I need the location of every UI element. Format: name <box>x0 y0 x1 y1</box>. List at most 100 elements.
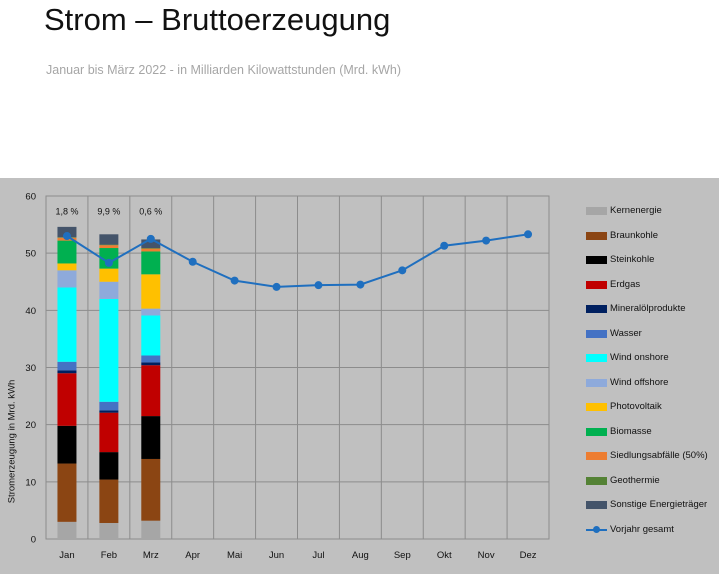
bar-segment <box>141 520 161 539</box>
x-tick-label: Mai <box>227 550 242 561</box>
legend-label: Kernenergie <box>610 205 662 216</box>
vorjahr-point <box>146 234 155 243</box>
legend-swatch <box>586 305 607 313</box>
x-tick-label: Okt <box>437 550 452 561</box>
bar-annotation: 1,8 % <box>55 206 78 216</box>
bar-segment <box>57 270 77 288</box>
bar-segment <box>57 463 77 522</box>
legend-label: Steinkohle <box>610 254 655 265</box>
bar-segment <box>99 412 119 453</box>
bar-segment <box>141 248 161 249</box>
vorjahr-point <box>482 236 491 245</box>
y-tick-label: 20 <box>25 420 36 431</box>
bar-segment <box>57 226 77 238</box>
bar-segment <box>57 373 77 426</box>
legend-swatch <box>586 427 607 436</box>
bar-segment <box>141 308 161 316</box>
bar-segment <box>57 370 77 374</box>
legend-label: Sonstige Energieträger <box>610 499 708 510</box>
x-tick-label: Feb <box>101 550 117 561</box>
y-tick-label: 40 <box>25 306 36 317</box>
legend-label: Vorjahr gesamt <box>610 523 674 535</box>
x-tick-label: Aug <box>352 550 369 561</box>
x-tick-label: Apr <box>185 550 200 561</box>
bar-segment <box>57 521 77 539</box>
legend-label: Photovoltaik <box>610 401 662 412</box>
x-tick-label: Nov <box>478 550 495 561</box>
bar-annotation: 9,9 % <box>97 206 120 216</box>
bar-segment <box>141 274 161 309</box>
legend-label: Siedlungsabfälle (50%) <box>610 450 708 461</box>
bar-segment <box>99 244 119 246</box>
x-tick-label: Jun <box>269 550 284 561</box>
bar-segment <box>99 298 119 402</box>
y-tick-label: 0 <box>31 535 36 546</box>
bar-segment <box>141 251 161 275</box>
vorjahr-point <box>356 280 365 289</box>
legend-label: Geothermie <box>610 474 660 486</box>
bar-segment <box>99 281 119 299</box>
x-tick-label: Sep <box>394 550 411 561</box>
x-tick-label: Jul <box>312 550 324 561</box>
bar-segment <box>99 268 119 282</box>
chart-title: Strom – Bruttoerzeugung <box>44 2 391 37</box>
bar-segment <box>141 458 161 521</box>
bar-segment <box>99 234 119 245</box>
bar-segment <box>141 362 161 366</box>
stacked-bar-chart: 0 10 20 30 40 50 60 Jan Feb Mrz Apr Mai Jun Jul Aug Sep… <box>25 192 550 561</box>
bar-segment <box>141 248 161 252</box>
x-tick-label: Jan <box>59 550 74 561</box>
legend-label: Braunkohle <box>610 229 659 241</box>
vorjahr-point <box>230 276 239 285</box>
y-tick-label: 10 <box>25 477 36 488</box>
bar-segment <box>57 287 77 362</box>
vorjahr-point <box>440 241 449 250</box>
vorjahr-point <box>104 258 113 267</box>
legend-swatch <box>586 452 607 460</box>
legend-label: Mineralölprodukte <box>610 303 686 314</box>
legend-label: Wasser <box>610 327 642 339</box>
legend-swatch <box>586 231 607 240</box>
legend-swatch <box>586 501 607 509</box>
bar-segment <box>99 245 119 249</box>
legend-swatch <box>586 329 607 338</box>
bar-segment <box>57 361 77 371</box>
chart-subtitle: Januar bis März 2022 - in Milliarden Kil… <box>46 63 401 77</box>
bar-segment <box>99 401 119 411</box>
bar-segment <box>99 479 119 523</box>
legend-marker-icon <box>593 525 600 533</box>
vorjahr-point <box>398 266 407 275</box>
bar-segment <box>57 240 77 264</box>
bar-segment <box>141 416 161 459</box>
legend-swatch <box>586 476 607 485</box>
bar-segment <box>99 452 119 480</box>
bar-segment <box>141 365 161 417</box>
y-tick-label: 30 <box>25 363 36 374</box>
bar-segment <box>141 315 161 356</box>
bar-segment <box>99 410 119 413</box>
vorjahr-line <box>66 233 529 288</box>
bar-segment <box>57 425 77 464</box>
vorjahr-point <box>188 257 197 266</box>
bar-segment <box>99 522 119 539</box>
legend-label: Biomasse <box>610 425 652 437</box>
legend-swatch <box>586 378 607 387</box>
legend-label: Wind offshore <box>610 376 669 388</box>
legend-swatch <box>586 280 607 289</box>
legend-swatch <box>586 256 607 264</box>
legend-label: Erdgas <box>610 278 641 290</box>
bar-segment <box>99 248 119 269</box>
chart-panel: 0 10 20 30 40 50 60 Jan Feb Mrz Apr Mai Jun Jul Aug Sep… <box>0 178 719 574</box>
bar-segment <box>141 239 161 249</box>
legend-swatch <box>586 354 607 362</box>
y-tick-label: 50 <box>25 249 36 260</box>
vorjahr-point <box>524 230 533 239</box>
vorjahr-point <box>62 232 71 241</box>
x-tick-label: Mrz <box>143 550 159 561</box>
x-tick-label: Dez <box>520 550 537 561</box>
y-axis-label: Stromerzeugung in Mrd. kWh <box>6 379 18 504</box>
bar-annotation: 0,6 % <box>139 206 162 216</box>
y-tick-label: 60 <box>25 192 36 203</box>
bar-segment <box>141 355 161 363</box>
vorjahr-point <box>272 282 281 291</box>
